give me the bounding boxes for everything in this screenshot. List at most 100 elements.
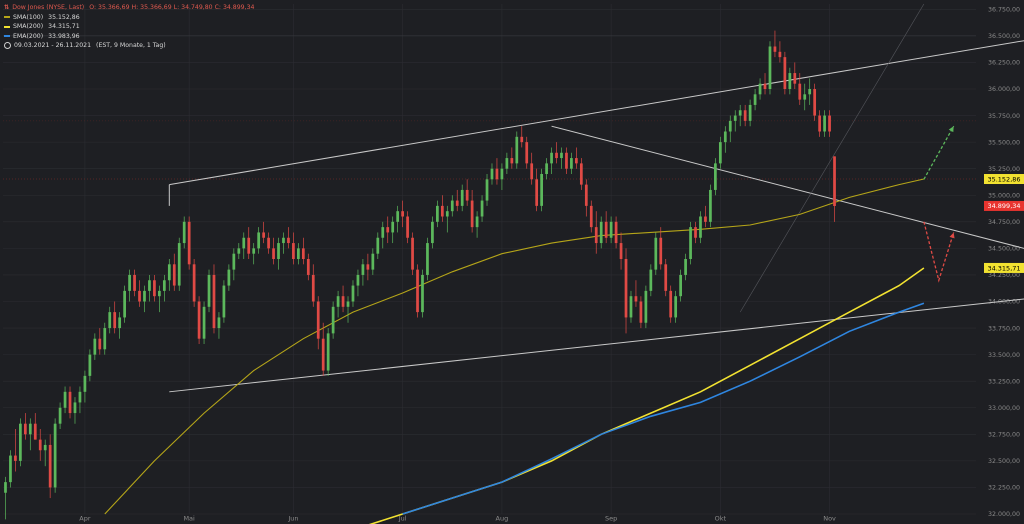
candle-body — [301, 248, 305, 259]
candle-body — [113, 312, 117, 329]
candle-body — [768, 46, 772, 89]
candle-body — [589, 205, 593, 228]
scenario-arrowhead-down — [949, 232, 955, 239]
candle-body — [604, 221, 608, 238]
candle-body — [366, 264, 370, 270]
candle-body — [73, 402, 77, 414]
candle-body — [38, 439, 42, 451]
candle-body — [237, 248, 241, 254]
candle-body — [560, 152, 563, 159]
candle-body — [217, 317, 221, 329]
candle-body — [659, 237, 663, 265]
candle-body — [565, 152, 568, 169]
candle-body — [19, 423, 22, 461]
x-tick-label: Apr — [79, 515, 91, 523]
candle-body — [540, 174, 543, 206]
candle-body — [386, 227, 390, 233]
candle-body — [654, 237, 658, 270]
legend-instrument-row: ⇅ Dow Jones (NYSE, Last) O: 35.366,69 H:… — [4, 3, 254, 13]
legend-ema200-row[interactable]: EMA(200) 33.983,96 — [4, 32, 254, 42]
candle-body — [480, 200, 484, 217]
candle-body — [311, 274, 315, 302]
candle-body — [421, 274, 424, 313]
candle-body — [321, 338, 325, 371]
candle-body — [222, 285, 226, 318]
candle-body — [505, 158, 509, 169]
candle-body — [277, 243, 280, 259]
candle-body — [679, 274, 682, 297]
trendline-rising-support — [739, 3, 925, 313]
candle-body — [758, 83, 762, 95]
candle-body — [818, 115, 821, 132]
candle-body — [23, 423, 27, 435]
candle-body — [525, 142, 529, 164]
candle-body — [738, 110, 742, 116]
candle-body — [614, 221, 618, 244]
candle-body — [753, 94, 757, 105]
candle-body — [103, 328, 107, 350]
candle-body — [411, 237, 414, 270]
candle-body — [416, 269, 419, 313]
candle-body — [108, 312, 112, 329]
candle-body — [371, 253, 375, 270]
sma100-line — [104, 178, 925, 515]
candle-body — [718, 142, 722, 164]
candle-body — [381, 227, 385, 238]
y-tick-label: 33.500,00 — [988, 352, 1020, 359]
candle-body — [664, 264, 668, 291]
candle-body — [440, 205, 444, 217]
sma200-swatch — [4, 25, 10, 28]
candle-body — [242, 237, 246, 249]
candle-body — [426, 243, 429, 275]
candle-body — [63, 391, 67, 408]
candle-body — [555, 152, 558, 159]
x-tick-label: Jul — [398, 515, 407, 523]
candle-body — [376, 237, 380, 254]
candle-body — [4, 482, 7, 493]
candle-body — [232, 253, 236, 270]
candle-body — [272, 248, 275, 259]
candle-body — [153, 280, 156, 297]
scenario-arrow-down — [923, 221, 955, 283]
candle-body — [550, 152, 553, 164]
clock-icon — [4, 42, 11, 50]
x-tick-label: Sep — [605, 515, 617, 523]
candle-body — [172, 264, 176, 286]
candle-body — [98, 338, 102, 350]
y-tick-label: 32.250,00 — [988, 485, 1020, 492]
candle-body — [68, 391, 72, 414]
y-tick-label: 35.750,00 — [988, 113, 1020, 120]
candle-body — [445, 211, 449, 217]
candle-body — [778, 51, 782, 58]
candle-body — [247, 237, 251, 254]
legend-period-row: 09.03.2021 - 26.11.2021 (EST, 9 Monate, … — [4, 41, 254, 51]
candle-body — [609, 221, 613, 238]
candle-body — [162, 280, 166, 291]
y-tick-label: 32.500,00 — [988, 458, 1020, 465]
candle-body — [182, 221, 186, 244]
candle-body — [306, 259, 310, 275]
legend-sma100-row[interactable]: SMA(100) 35.152,86 — [4, 13, 254, 23]
chart-legend: ⇅ Dow Jones (NYSE, Last) O: 35.366,69 H:… — [4, 3, 254, 51]
candle-body — [594, 227, 598, 244]
candle-body — [684, 259, 687, 275]
candle-body — [575, 158, 578, 164]
candle-body — [450, 200, 454, 212]
candle-body — [128, 274, 131, 291]
price-tag-box — [984, 262, 1024, 273]
candle-body — [267, 237, 270, 249]
candle-body — [336, 296, 340, 307]
y-tick-label: 34.750,00 — [988, 219, 1020, 226]
candle-body — [798, 83, 802, 100]
candle-body — [436, 205, 439, 222]
ema200-swatch — [4, 35, 10, 38]
candle-body — [570, 158, 573, 169]
legend-sma200-row[interactable]: SMA(200) 34.315,71 — [4, 22, 254, 32]
candle-body — [470, 200, 474, 228]
candle-body — [669, 290, 673, 318]
candle-body — [803, 94, 807, 100]
candle-body — [813, 89, 817, 116]
candle-body — [743, 110, 747, 121]
